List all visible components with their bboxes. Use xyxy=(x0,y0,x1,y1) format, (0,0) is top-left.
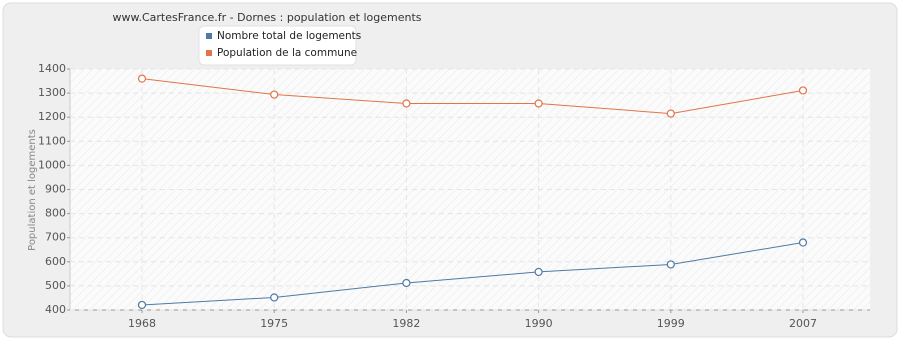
x-tick-label: 1999 xyxy=(657,317,685,330)
y-tick-label: 600 xyxy=(45,255,66,268)
legend-swatch xyxy=(206,33,212,39)
y-tick-label: 700 xyxy=(45,231,66,244)
data-point xyxy=(270,293,279,302)
y-tick-label: 1400 xyxy=(38,62,66,75)
data-point xyxy=(402,278,411,288)
series-line xyxy=(141,242,804,306)
x-tick-label: 1968 xyxy=(128,317,156,330)
x-tick-label: 2007 xyxy=(789,317,817,330)
y-tick-label: 900 xyxy=(45,183,66,196)
y-tick-label: 800 xyxy=(45,207,66,220)
data-point xyxy=(137,300,147,310)
legend xyxy=(198,25,357,66)
data-point xyxy=(798,86,808,95)
legend-label: Nombre total de logements xyxy=(217,30,361,42)
data-point xyxy=(534,267,543,277)
data-point xyxy=(137,74,147,83)
y-tick-label: 1200 xyxy=(38,110,66,123)
y-tick-label: 1300 xyxy=(38,86,66,99)
y-tick-label: 1100 xyxy=(38,134,66,147)
y-tick-label: 500 xyxy=(45,279,66,292)
legend-label: Population de la commune xyxy=(217,47,357,59)
data-point xyxy=(402,99,411,108)
data-point xyxy=(666,260,675,269)
y-axis-label: Population et logements xyxy=(27,129,38,251)
x-tick-label: 1990 xyxy=(525,317,553,330)
data-point xyxy=(534,99,543,108)
data-point xyxy=(270,90,279,99)
data-point xyxy=(666,109,675,118)
data-point xyxy=(798,238,808,247)
chart-title: www.CartesFrance.fr - Dornes : populatio… xyxy=(112,11,421,24)
y-tick-label: 1000 xyxy=(38,158,66,171)
x-tick-label: 1982 xyxy=(392,317,420,330)
y-tick-label: 400 xyxy=(45,303,66,316)
series-line xyxy=(141,78,804,115)
legend-swatch xyxy=(206,50,212,56)
x-tick-label: 1975 xyxy=(260,317,288,330)
